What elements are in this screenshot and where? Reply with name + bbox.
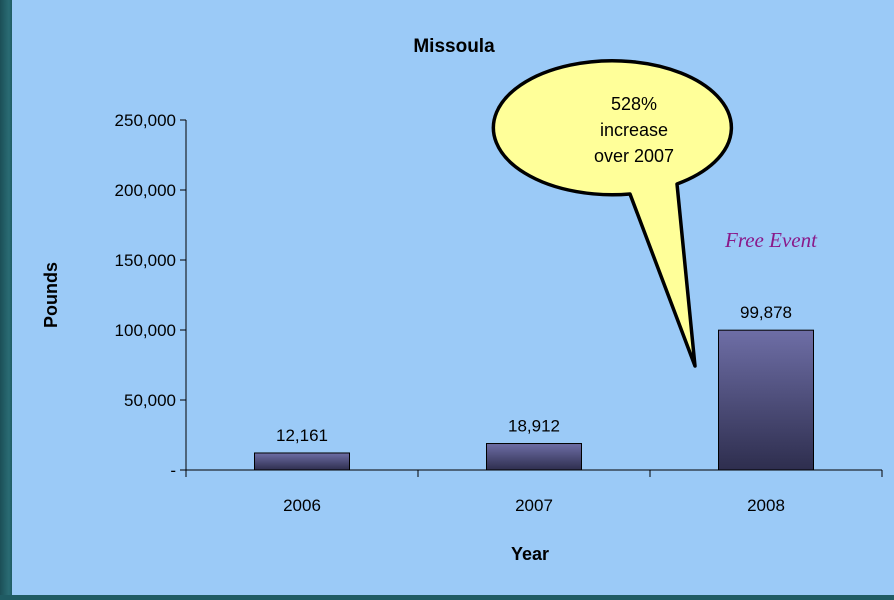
axes: - 50,000 100,000 150,000 200,000 250,000	[115, 111, 883, 480]
callout-line-2: increase	[600, 120, 668, 140]
y-tick-label: 150,000	[115, 251, 176, 270]
y-tick-label: 50,000	[124, 391, 176, 410]
data-label-2006: 12,161	[276, 426, 328, 445]
bar-2007	[486, 443, 582, 471]
chart-title: Missoula	[413, 36, 495, 57]
bar-chart: Missoula Pounds Year - 50,000 100,000 150,0…	[41, 36, 883, 564]
data-label-2007: 18,912	[508, 417, 560, 436]
bars-group	[254, 329, 814, 471]
callout-bubble	[491, 59, 734, 368]
bar-2008	[718, 329, 814, 471]
x-tick-label-2008: 2008	[747, 496, 785, 515]
y-tick-label: 100,000	[115, 321, 176, 340]
x-tick-label-2007: 2007	[515, 496, 553, 515]
chart-area: Missoula Pounds Year - 50,000 100,000 150,0…	[12, 0, 894, 595]
free-event-annotation: Free Event	[724, 228, 818, 252]
x-tick-label-2006: 2006	[283, 496, 321, 515]
bar-2006	[254, 452, 350, 471]
callout-line-1: 528%	[611, 94, 657, 114]
callout: 528% increase over 2007	[491, 59, 734, 368]
callout-line-3: over 2007	[594, 146, 674, 166]
data-label-2008: 99,878	[740, 303, 792, 322]
y-tick-label: -	[170, 461, 176, 480]
y-axis-title: Pounds	[41, 262, 61, 328]
y-tick-label: 200,000	[115, 181, 176, 200]
y-tick-label: 250,000	[115, 111, 176, 130]
labels-group: 12,161 2006 18,912 2007 99,878 2008	[276, 303, 792, 515]
x-axis-title: Year	[511, 544, 549, 564]
